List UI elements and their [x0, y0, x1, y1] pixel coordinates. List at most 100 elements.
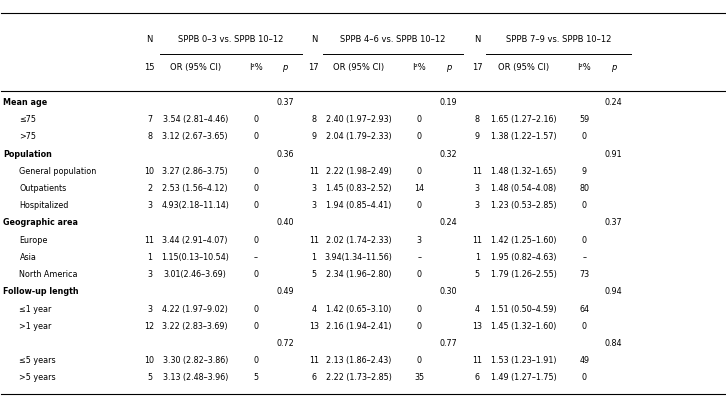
Text: 0: 0 [417, 115, 422, 124]
Text: 3: 3 [417, 236, 422, 245]
Text: 2.34 (1.96–2.80): 2.34 (1.96–2.80) [326, 270, 391, 279]
Text: 11: 11 [309, 236, 319, 245]
Text: 1: 1 [475, 253, 480, 262]
Text: 3.94(1.34–11.56): 3.94(1.34–11.56) [325, 253, 393, 262]
Text: 49: 49 [579, 356, 590, 365]
Text: 64: 64 [579, 304, 590, 314]
Text: 0.72: 0.72 [276, 339, 294, 348]
Text: 14: 14 [415, 184, 425, 193]
Text: 1.51 (0.50–4.59): 1.51 (0.50–4.59) [491, 304, 556, 314]
Text: 0: 0 [253, 167, 258, 176]
Text: 1.42 (0.65–3.10): 1.42 (0.65–3.10) [326, 304, 391, 314]
Text: 59: 59 [579, 115, 590, 124]
Text: 1: 1 [311, 253, 317, 262]
Text: 2.40 (1.97–2.93): 2.40 (1.97–2.93) [326, 115, 391, 124]
Text: 0.30: 0.30 [439, 288, 457, 296]
Text: 11: 11 [309, 167, 319, 176]
Text: 3: 3 [475, 184, 480, 193]
Text: 15: 15 [144, 63, 155, 72]
Text: 80: 80 [579, 184, 590, 193]
Text: 3.13 (2.48–3.96): 3.13 (2.48–3.96) [163, 373, 228, 383]
Text: 3.30 (2.82–3.86): 3.30 (2.82–3.86) [163, 356, 228, 365]
Text: SPPB 4–6 vs. SPPB 10–12: SPPB 4–6 vs. SPPB 10–12 [340, 35, 446, 44]
Text: –: – [582, 253, 587, 262]
Text: 0: 0 [417, 167, 422, 176]
Text: 2.53 (1.56–4.12): 2.53 (1.56–4.12) [163, 184, 228, 193]
Text: 0.32: 0.32 [439, 150, 457, 159]
Text: p: p [611, 63, 616, 72]
Text: 9: 9 [311, 132, 317, 142]
Text: 2.04 (1.79–2.33): 2.04 (1.79–2.33) [326, 132, 391, 142]
Text: 0: 0 [417, 201, 422, 210]
Text: 4: 4 [311, 304, 317, 314]
Text: –: – [254, 253, 258, 262]
Text: 3: 3 [147, 270, 152, 279]
Text: 11: 11 [473, 356, 482, 365]
Text: 3: 3 [311, 201, 317, 210]
Text: North America: North America [20, 270, 78, 279]
Text: 0.49: 0.49 [276, 288, 294, 296]
Text: 3.44 (2.91–4.07): 3.44 (2.91–4.07) [163, 236, 228, 245]
Text: 0.37: 0.37 [605, 219, 622, 227]
Text: 17: 17 [309, 63, 319, 72]
Text: ≤1 year: ≤1 year [20, 304, 52, 314]
Text: OR (95% CI): OR (95% CI) [170, 63, 221, 72]
Text: 0: 0 [253, 201, 258, 210]
Text: 73: 73 [579, 270, 590, 279]
Text: 0: 0 [253, 356, 258, 365]
Text: N: N [311, 35, 317, 44]
Text: 0: 0 [253, 322, 258, 331]
Text: OR (95% CI): OR (95% CI) [333, 63, 384, 72]
Text: 13: 13 [309, 322, 319, 331]
Text: 1.48 (1.32–1.65): 1.48 (1.32–1.65) [491, 167, 556, 176]
Text: N: N [474, 35, 481, 44]
Text: p: p [282, 63, 287, 72]
Text: 0: 0 [582, 236, 587, 245]
Text: 3: 3 [311, 184, 317, 193]
Text: 0.91: 0.91 [605, 150, 622, 159]
Text: 4: 4 [475, 304, 480, 314]
Text: 2.22 (1.73–2.85): 2.22 (1.73–2.85) [326, 373, 391, 383]
Text: –: – [417, 253, 421, 262]
Text: 1.49 (1.27–1.75): 1.49 (1.27–1.75) [491, 373, 556, 383]
Text: 5: 5 [311, 270, 317, 279]
Text: OR (95% CI): OR (95% CI) [498, 63, 549, 72]
Text: 35: 35 [415, 373, 425, 383]
Text: 11: 11 [309, 356, 319, 365]
Text: 0: 0 [417, 132, 422, 142]
Text: 1.42 (1.25–1.60): 1.42 (1.25–1.60) [491, 236, 556, 245]
Text: 9: 9 [475, 132, 480, 142]
Text: 0.94: 0.94 [605, 288, 622, 296]
Text: 5: 5 [147, 373, 152, 383]
Text: >75: >75 [20, 132, 36, 142]
Text: >1 year: >1 year [20, 322, 52, 331]
Text: 1.95 (0.82–4.63): 1.95 (0.82–4.63) [491, 253, 556, 262]
Text: Europe: Europe [20, 236, 48, 245]
Text: 3: 3 [475, 201, 480, 210]
Text: 0: 0 [253, 115, 258, 124]
Text: 0: 0 [417, 304, 422, 314]
Text: ≤5 years: ≤5 years [20, 356, 56, 365]
Text: 0: 0 [582, 373, 587, 383]
Text: I²%: I²% [412, 63, 426, 72]
Text: 8: 8 [311, 115, 317, 124]
Text: 1.45 (0.83–2.52): 1.45 (0.83–2.52) [326, 184, 391, 193]
Text: 5: 5 [475, 270, 480, 279]
Text: Mean age: Mean age [3, 98, 47, 107]
Text: ≤75: ≤75 [20, 115, 36, 124]
Text: 11: 11 [144, 236, 155, 245]
Text: 0: 0 [417, 322, 422, 331]
Text: 1.53 (1.23–1.91): 1.53 (1.23–1.91) [491, 356, 556, 365]
Text: 1.79 (1.26–2.55): 1.79 (1.26–2.55) [491, 270, 557, 279]
Text: Follow-up length: Follow-up length [3, 288, 78, 296]
Text: 2: 2 [147, 184, 152, 193]
Text: 3.27 (2.86–3.75): 3.27 (2.86–3.75) [163, 167, 228, 176]
Text: SPPB 7–9 vs. SPPB 10–12: SPPB 7–9 vs. SPPB 10–12 [505, 35, 611, 44]
Text: 0: 0 [417, 270, 422, 279]
Text: 0.40: 0.40 [276, 219, 293, 227]
Text: 0.19: 0.19 [439, 98, 457, 107]
Text: 1: 1 [147, 253, 152, 262]
Text: 3: 3 [147, 201, 152, 210]
Text: 5: 5 [253, 373, 258, 383]
Text: 0: 0 [582, 132, 587, 142]
